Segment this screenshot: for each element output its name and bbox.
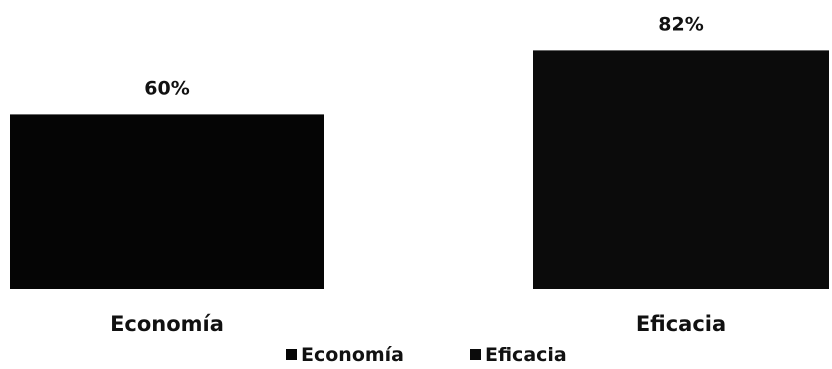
legend-item-economia: Economía xyxy=(286,344,404,366)
legend-swatch xyxy=(470,349,481,360)
legend: Economía Eficacia xyxy=(286,344,567,366)
legend-item-eficacia: Eficacia xyxy=(470,344,567,366)
legend-label: Economía xyxy=(301,344,404,366)
data-label-eficacia: 82% xyxy=(658,13,703,35)
legend-label: Eficacia xyxy=(485,344,567,366)
category-label-eficacia: Eficacia xyxy=(636,312,726,336)
legend-swatch xyxy=(286,349,297,360)
bar-eficacia xyxy=(533,50,829,289)
data-label-economia: 60% xyxy=(144,77,189,99)
bar-economia xyxy=(10,114,324,290)
labels-group: 60% Economía 82% Eficacia xyxy=(110,13,726,336)
category-label-economia: Economía xyxy=(110,312,224,336)
bars-group xyxy=(10,50,829,290)
